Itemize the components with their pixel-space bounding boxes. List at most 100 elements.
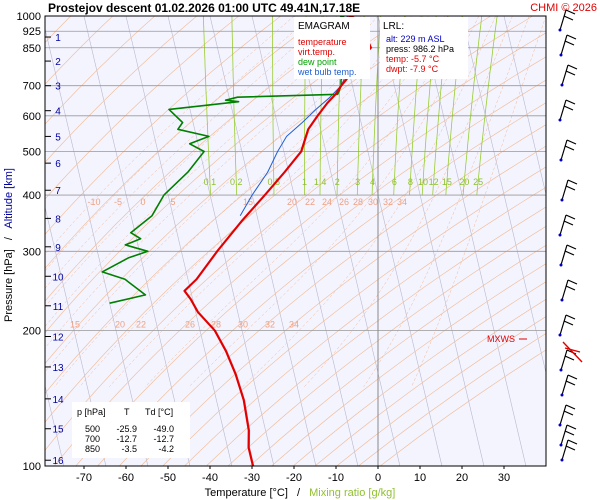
wind-barb-staff [560,34,568,56]
pressure-tick-label: 1000 [17,11,41,23]
mixing-ratio-label: 4 [370,177,375,187]
wind-barb-flag [565,99,576,105]
dry-adiabat-line [292,281,546,466]
mixing-ratio-label: 15 [442,177,452,187]
moist-adiabat-line [411,16,546,387]
altitude-tick-label: 3 [55,82,61,93]
svg-text:Pressure [hPa] / A: Pressure [hPa] / Altitude [km] [3,168,15,322]
mixing-ratio-label: 0.1 [204,177,217,187]
altitude-tick-label: 13 [52,363,64,374]
y-axis-title: Pressure [hPa] / Altitude [km] [3,168,15,322]
temperature-tick-label: -60 [118,472,134,484]
wind-barb-dot [559,53,563,57]
table-header-td: Td [°C] [145,407,173,417]
wind-barb-dot [560,298,564,302]
temperature-tick-label: -10 [328,472,344,484]
mixing-ratio-label: 20 [459,177,469,187]
wind-barb [560,279,578,302]
dry-adiabat-label: 26 [185,320,195,330]
wind-barb [560,439,578,462]
wind-barb-dot [558,28,562,32]
wind-barb [560,374,578,397]
moist-adiabat-label: 34 [397,197,407,207]
wind-barb-staff [561,374,569,396]
wind-barb-staff [560,139,568,161]
x-axis-title: Temperature [°C] / Mixing ratio [g/kg] [205,487,396,499]
ylabel-pressure: Pressure [hPa] [3,249,15,322]
table-cell: -3.5 [121,444,137,454]
wind-barb-flag [564,250,575,256]
wind-barb-staff [560,244,568,266]
altitude-tick-label: 2 [55,57,61,68]
altitude-tick-label: 11 [53,302,64,313]
moist-adiabat-label: 32 [383,197,393,207]
pressure-tick-label: 300 [23,246,41,258]
table-cell: -49.0 [153,424,174,434]
legend-item: temperature [298,37,347,47]
mxws-label: MXWS [487,334,515,344]
dry-adiabat-line [75,79,546,466]
mixing-ratio-label: 12 [429,177,439,187]
isotherm-line [251,16,359,466]
dry-adiabat-line [227,225,546,466]
wind-barb-flag [563,410,574,416]
altitude-tick-label: 15 [52,425,64,436]
wind-barb-dot [559,158,563,162]
wind-barb-dot [558,118,562,122]
wind-barb-flag [565,314,576,320]
temperature-tick-label: -30 [244,472,260,484]
wind-barb-flag [566,34,577,40]
mixing-ratio-label: 2 [335,177,340,187]
lrl-pressure: press: 986.2 hPa [386,44,454,54]
lrl-dewpoint: dwpt: -7.9 °C [386,64,439,74]
lrl-box: LRL: alt: 229 m ASL press: 986.2 hPa tem… [380,17,468,79]
wind-barb-flag [565,185,576,191]
dry-adiabat-line [206,206,546,466]
isotherm-line [293,16,401,466]
plot-area [45,16,546,466]
lrl-temp: temp: -5.7 °C [386,54,440,64]
wind-barb-staff [559,314,567,336]
wind-barb [560,179,578,202]
dry-adiabat-label: 28 [211,320,221,330]
pressure-tick-label: 400 [23,190,41,202]
dry-adiabat-line [271,263,546,466]
wind-barb-flag [567,64,578,70]
isotherm-line [45,384,65,466]
dry-adiabat-label: 32 [265,320,275,330]
wind-barb-flag [563,320,574,326]
wind-barb-staff [559,99,567,121]
legend-item: dew point [298,57,337,67]
dry-adiabat-line [140,145,546,466]
temperature-tick-label: 20 [456,472,468,484]
wind-barb-flag [565,9,576,15]
wind-barb-staff [559,404,567,426]
dry-adiabat-line [184,186,546,466]
summary-table: p [hPa] T Td [°C] 500 -25.9 -49.0 700 -1… [72,402,190,458]
moist-adiabat-label: 22 [305,197,315,207]
temperature-tick-label: 0 [375,472,381,484]
wind-barb-staff [561,439,569,461]
altitude-tick-label: 6 [55,159,61,170]
xlabel-sep: / [297,487,301,499]
table-cell: -25.9 [116,424,137,434]
mixing-ratio-label: 1 [302,177,307,187]
wind-barb-flag [566,424,577,430]
wind-barb [559,244,577,267]
wind-barb-flag [565,285,576,291]
wind-barb-dot [558,333,562,337]
moist-adiabat-line [45,16,345,308]
wind-barb-flag [567,179,578,185]
lrl-altitude: alt: 229 m ASL [386,34,445,44]
pressure-tick-label: 700 [23,81,41,93]
moist-adiabat-line [242,16,496,387]
mixing-ratio-label: 6 [392,177,397,187]
moist-adiabat-line [45,16,295,255]
legend-item: wet bulb temp. [297,67,357,77]
moist-adiabat-label: -5 [114,197,122,207]
table-header-t: T [124,407,130,417]
moist-adiabat-line [188,16,480,387]
isotherm-line [545,16,546,18]
isotherm-line [125,16,233,466]
dry-adiabat-label: 22 [136,320,146,330]
